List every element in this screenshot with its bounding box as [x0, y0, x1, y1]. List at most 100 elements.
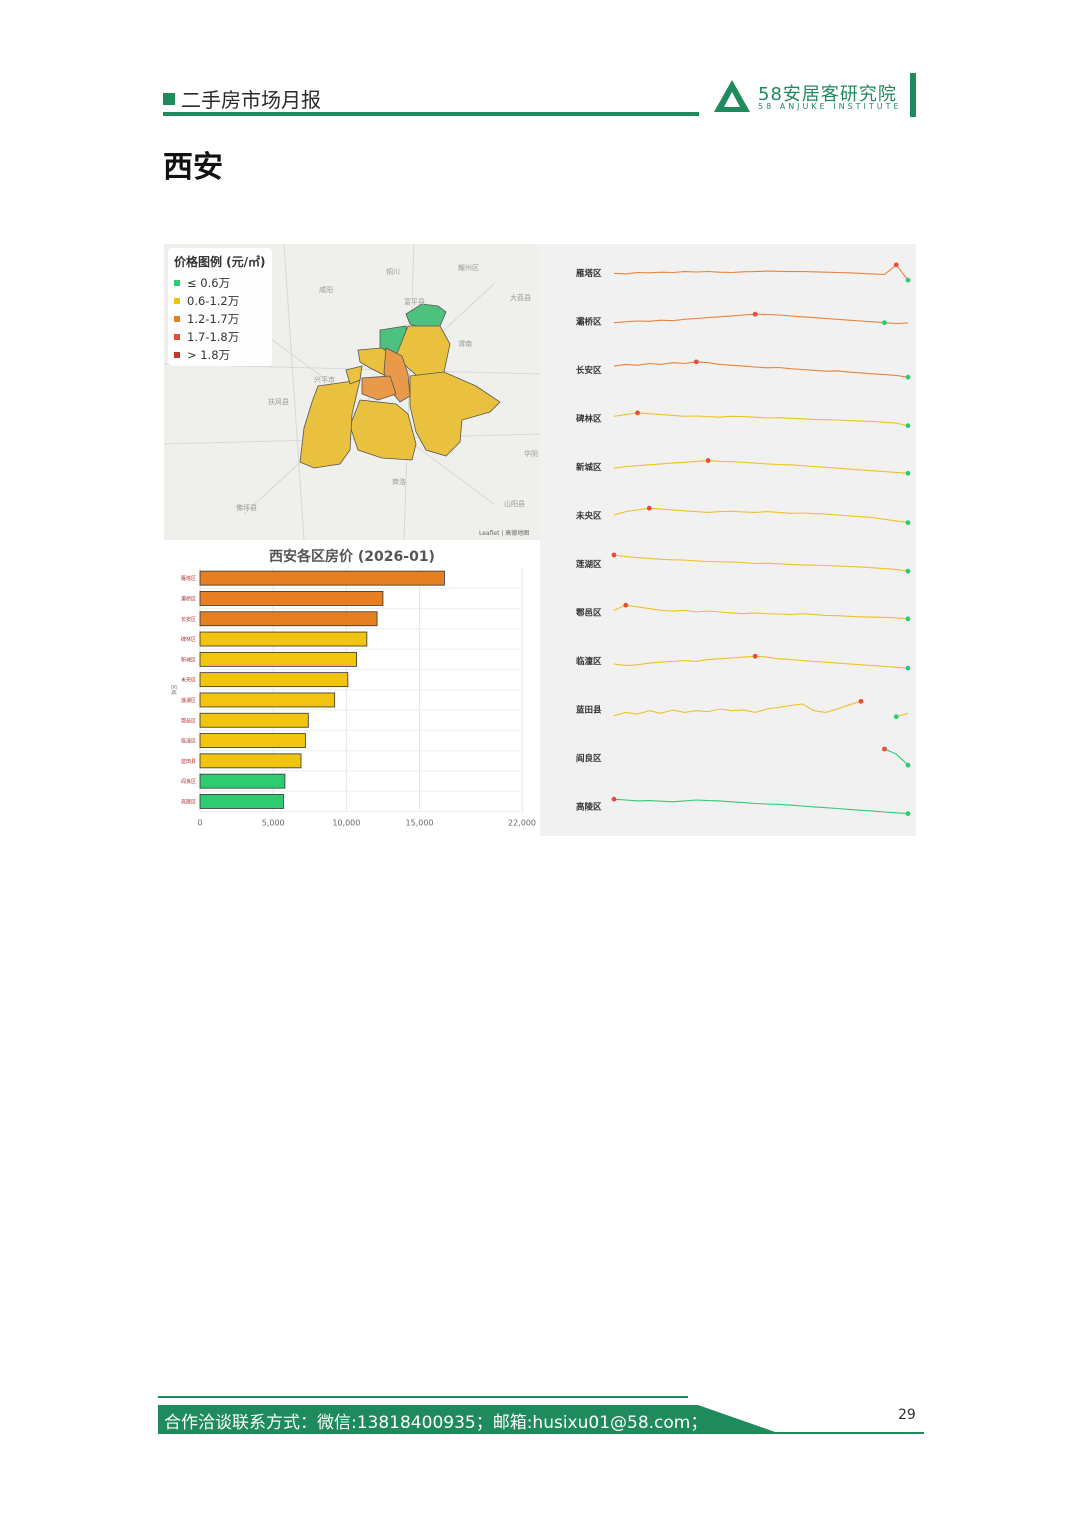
sparkline-path — [613, 412, 909, 427]
bar — [199, 672, 349, 688]
district-lantian — [409, 371, 501, 457]
category-label: 鄠邑区 — [181, 717, 196, 724]
logo: 58安居客研究院 58 ANJUKE INSTITUTE — [712, 78, 912, 118]
sparkline-min-point — [893, 714, 899, 720]
sparkline-path — [613, 604, 909, 620]
city-title: 西安 — [163, 150, 223, 185]
sparkline-label: 新城区 — [576, 462, 602, 473]
sparkline-min-point — [905, 470, 911, 476]
map-canvas: 铜川 耀州区 咸阳 富平县 大荔县 渭南 兴平市 扶风县 华阴 商洛 佛坪县 山… — [164, 244, 540, 540]
map-legend: 价格图例 (元/㎡) ≤ 0.6万 0.6-1.2万 1.2-1.7万 1.7-… — [168, 248, 272, 366]
svg-text:渭南: 渭南 — [458, 339, 472, 348]
footer-rule — [158, 1432, 924, 1434]
bar — [199, 631, 368, 647]
x-tick-label: 22,000 — [508, 819, 536, 828]
sparkline-path — [613, 700, 909, 718]
category-label: 碑林区 — [181, 636, 196, 643]
sparkline-label: 临潼区 — [576, 656, 602, 667]
sparkline-label: 阎良区 — [576, 753, 602, 764]
header-divider — [163, 112, 699, 116]
figure: 铜川 耀州区 咸阳 富平县 大荔县 渭南 兴平市 扶风县 华阴 商洛 佛坪县 山… — [164, 244, 916, 836]
sparkline-max-point — [646, 505, 652, 511]
bar-chart: 0 5,000 10,000 15,000 22,000 雁塔区灞桥区长安区碑林区新城区未… — [170, 568, 536, 828]
sparkline-path — [613, 264, 909, 281]
legend-label: 1.7-1.8万 — [187, 330, 240, 344]
map-place-labels: 铜川 耀州区 咸阳 富平县 大荔县 渭南 兴平市 扶风县 华阴 商洛 佛坪县 山… — [236, 263, 538, 512]
bar — [199, 692, 336, 708]
sparkline-max-point — [635, 410, 640, 416]
bar-chart-title: 西安各区房价 (2026-01) — [269, 549, 435, 565]
category-label: 高陵区 — [181, 798, 196, 805]
footer-contact: 合作洽谈联系方式：微信:13818400935；邮箱:husixu01@58.c… — [164, 1413, 708, 1433]
sparkline-min-point — [905, 423, 911, 429]
category-label: 长安区 — [181, 616, 196, 623]
header-square-icon — [163, 92, 175, 105]
legend-item: 0.6-1.2万 — [174, 292, 266, 310]
page-number: 29 — [898, 1407, 916, 1423]
bar — [199, 733, 306, 748]
sparkline-min-point — [905, 665, 911, 671]
sparkline-min-point — [905, 616, 911, 622]
category-label: 临潼区 — [181, 738, 196, 745]
legend-label: > 1.8万 — [187, 348, 231, 362]
legend-swatch-yellow — [174, 298, 180, 304]
sparkline-max-point — [893, 262, 899, 268]
legend-label: 0.6-1.2万 — [187, 294, 240, 308]
sparkline-max-point — [623, 602, 629, 608]
sparkline-label: 高陵区 — [576, 802, 602, 813]
bar — [199, 712, 309, 728]
sparkline-max-point — [611, 552, 617, 558]
sparkline-label: 灞桥区 — [576, 317, 602, 328]
sparkline-max-point — [705, 458, 711, 463]
x-tick-label: 15,000 — [406, 819, 434, 828]
svg-text:扶风县: 扶风县 — [268, 397, 289, 406]
legend-swatch-orange — [174, 316, 180, 322]
y-axis-label: 区域 — [170, 685, 177, 695]
bar — [199, 773, 286, 789]
district-huyi — [299, 379, 361, 469]
footer-divider — [158, 1396, 688, 1398]
svg-text:耀州区: 耀州区 — [458, 263, 479, 272]
map-districts — [299, 303, 501, 469]
legend-swatch-darkred — [174, 352, 180, 358]
sparkline-path — [613, 313, 909, 325]
legend-item: 1.7-1.8万 — [174, 328, 266, 346]
report-title-text: 二手房市场月报 — [181, 88, 321, 112]
logo-text: 58安居客研究院 — [758, 84, 897, 105]
trend-sparklines-panel: 雁塔区 灞桥区 长安区 碑林区 新城区 未央区 莲湖区 鄠邑区 临潼区 蓝田县 阎良区 高陵区 — [540, 244, 916, 836]
svg-text:商洛: 商洛 — [392, 477, 406, 486]
sparkline-min-point — [905, 811, 911, 817]
sparkline-path — [613, 554, 909, 572]
sparkline-max-point — [752, 653, 758, 659]
legend-item: 1.2-1.7万 — [174, 310, 266, 328]
svg-text:大荔县: 大荔县 — [510, 293, 531, 302]
district-changan — [349, 399, 417, 461]
svg-text:华阴: 华阴 — [524, 449, 538, 458]
x-tick-label: 5,000 — [262, 819, 285, 828]
sparkline-label: 鄠邑区 — [576, 608, 602, 619]
bar — [199, 570, 445, 586]
svg-text:佛坪县: 佛坪县 — [236, 503, 257, 512]
category-label: 蓝田县 — [181, 758, 196, 765]
legend-title: 价格图例 (元/㎡) — [174, 255, 266, 269]
sparkline-max-point — [858, 698, 864, 704]
logo-subtext: 58 ANJUKE INSTITUTE — [758, 102, 902, 111]
district-yanta — [345, 365, 363, 385]
legend-item: ≤ 0.6万 — [174, 274, 266, 292]
sparkline-label: 蓝田县 — [576, 705, 602, 716]
sparkline-min-point — [905, 374, 911, 380]
sparkline-max-point — [752, 311, 758, 317]
bar-chart-panel: 西安各区房价 (2026-01) 0 5,000 10,000 15,000 22,00… — [164, 540, 540, 836]
bar — [199, 611, 378, 627]
district-center — [361, 375, 397, 401]
bar — [199, 591, 384, 606]
sparkline-min-point — [905, 520, 911, 526]
legend-label: 1.2-1.7万 — [187, 312, 240, 326]
district-map[interactable]: 铜川 耀州区 咸阳 富平县 大荔县 渭南 兴平市 扶风县 华阴 商洛 佛坪县 山… — [164, 244, 540, 540]
sparkline-label: 长安区 — [576, 365, 602, 376]
sparkline-path — [613, 361, 909, 378]
sparkline-min-point — [905, 568, 911, 574]
svg-text:咸阳: 咸阳 — [319, 285, 333, 294]
category-label: 新城区 — [181, 656, 196, 663]
